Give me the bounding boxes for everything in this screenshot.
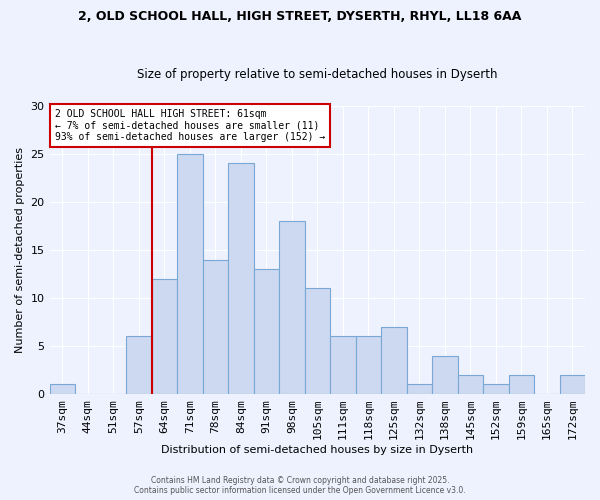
Bar (50, 384, 75, 394)
X-axis label: Distribution of semi-detached houses by size in Dyserth: Distribution of semi-detached houses by … (161, 445, 473, 455)
Bar (152, 279, 177, 394)
Bar (432, 356, 458, 394)
Title: Size of property relative to semi-detached houses in Dyserth: Size of property relative to semi-detach… (137, 68, 497, 81)
Bar (560, 375, 585, 394)
Bar (126, 336, 152, 394)
Bar (381, 327, 407, 394)
Bar (458, 375, 483, 394)
Bar (356, 336, 381, 394)
Bar (279, 221, 305, 394)
Y-axis label: Number of semi-detached properties: Number of semi-detached properties (15, 147, 25, 353)
Text: 2, OLD SCHOOL HALL, HIGH STREET, DYSERTH, RHYL, LL18 6AA: 2, OLD SCHOOL HALL, HIGH STREET, DYSERTH… (79, 10, 521, 23)
Text: Contains HM Land Registry data © Crown copyright and database right 2025.
Contai: Contains HM Land Registry data © Crown c… (134, 476, 466, 495)
Bar (407, 384, 432, 394)
Bar (203, 260, 228, 394)
Bar (509, 375, 534, 394)
Bar (228, 164, 254, 394)
Bar (254, 269, 279, 394)
Bar (330, 336, 356, 394)
Text: 2 OLD SCHOOL HALL HIGH STREET: 61sqm
← 7% of semi-detached houses are smaller (1: 2 OLD SCHOOL HALL HIGH STREET: 61sqm ← 7… (55, 108, 325, 142)
Bar (177, 154, 203, 394)
Bar (483, 384, 509, 394)
Bar (305, 288, 330, 394)
